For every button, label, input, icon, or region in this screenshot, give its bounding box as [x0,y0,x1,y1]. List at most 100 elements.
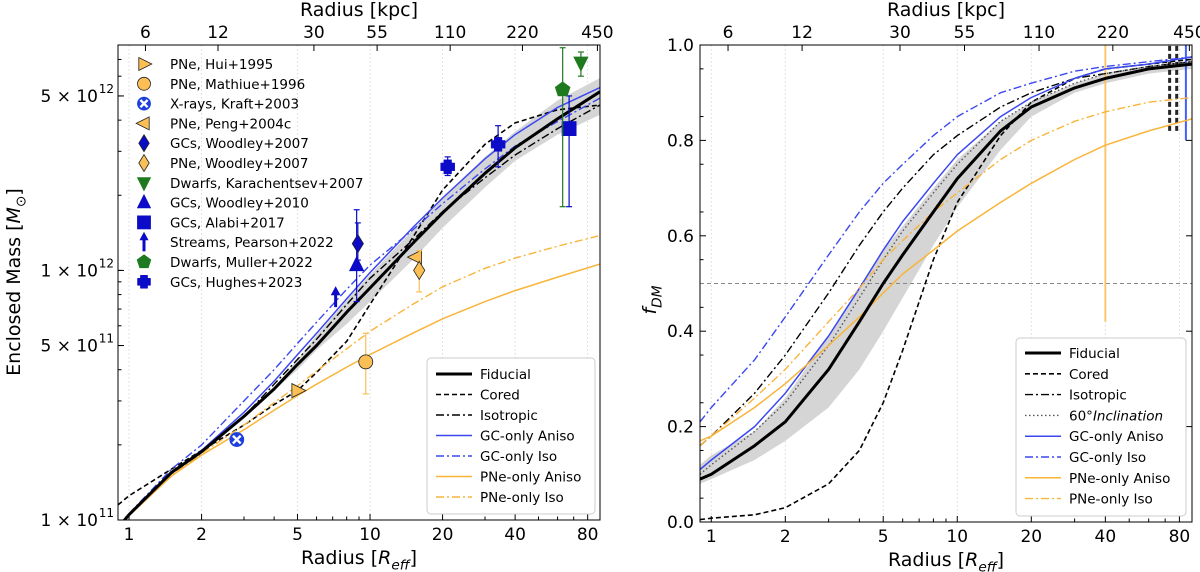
legend-marker-cross [139,99,149,109]
y-tick-label: 1 × 10 [41,511,99,531]
legend-label: PNe-only Iso [1069,492,1153,508]
legend-label: 60°Inclination [1069,408,1163,424]
top-x-tick-label: 450 [581,23,613,43]
series-line-cored [118,104,600,506]
legend-marker-shape [137,215,151,230]
top-x-tick-label: 220 [1097,23,1129,43]
top-x-tick-label: 30 [889,23,911,43]
data-point-shape [561,121,577,136]
series-line-gciso [122,97,600,520]
x-tick-label: 2 [780,527,791,547]
legend-marker-shape [137,76,151,91]
legend-marker [139,231,149,252]
legend-marker-shape [135,116,150,131]
legend-marker [136,193,152,209]
legend-marker [137,275,151,289]
legend-marker [135,116,150,131]
x-tick-label: 20 [1020,527,1042,547]
legend-marker-shape [137,275,151,289]
data-point-shape [358,354,374,370]
legend-marker [136,254,152,269]
top-x-tick-label: 110 [434,23,466,43]
legend-label: GC-only Aniso [1069,429,1164,445]
legend-marker [136,177,152,192]
legend-marker-shape [136,177,152,192]
legend-marker-shape [138,56,153,72]
y-tick-exponent: 12 [99,256,114,270]
x-axis-label: Radius [Reff] [888,549,1004,572]
data-point-cross [232,434,242,445]
legend-label: Isotropic [480,408,538,424]
legend-label: Fiducial [480,367,531,383]
y-tick-exponent: 11 [99,332,114,346]
x-tick-label: 5 [292,525,303,545]
x-tick-label: 1 [706,527,717,547]
series-line-pneiso [122,234,600,520]
legend-label: X-rays, Kraft+2003 [170,97,299,113]
legend-label: GCs, Woodley+2007 [170,136,309,152]
top-x-tick-label: 220 [506,23,538,43]
x-tick-label: 5 [878,527,889,547]
data-point-shape [554,81,571,97]
series-line-pne [123,263,600,520]
data-point [573,56,589,72]
top-x-tick-label: 6 [140,23,151,43]
top-x-tick-label: 30 [303,23,325,43]
data-point-shape [413,260,426,281]
legend-label: PNe-only Iso [480,490,564,506]
legend-label: PNe, Mathiue+1996 [170,77,305,93]
x-tick-label: 10 [946,527,968,547]
legend-marker [138,133,150,153]
x-axis-label: Radius [Reff] [301,547,417,572]
legend-label: PNe, Woodley+2007 [170,156,309,172]
top-x-tick-label: 12 [791,23,813,43]
y-tick-label: 0.8 [667,131,694,151]
legend-label: GC-only Iso [1069,450,1146,466]
marker-legend: PNe, Hui+1995 PNe, Mathiue+1996 X-rays, Kr… [135,56,363,291]
legend-label: GC-only Aniso [480,429,575,445]
data-point-shape [440,159,455,175]
series-line-fiducial [700,62,1192,481]
legend-label: PNe-only Aniso [480,470,581,486]
data-point [561,121,577,136]
legend-label: Isotropic [1069,388,1127,404]
y-tick-label: 0.0 [667,513,694,533]
data-point-shape [351,233,364,254]
data-point [554,81,571,97]
top-x-tick-label: 110 [1023,23,1055,43]
x-tick-label: 10 [359,525,381,545]
top-x-tick-label: 55 [954,23,976,43]
data-point [351,233,364,254]
line-legend: Fiducial Cored Isotropic 60°Inclination GC-o… [1015,337,1187,517]
x-tick-label: 20 [432,525,454,545]
top-x-axis-label: Radius [kpc] [887,0,1005,21]
plot-area [118,47,600,520]
data-point-head [330,286,341,296]
data-point [330,286,341,308]
y-tick-label: 0.2 [667,418,694,438]
legend-marker [137,96,151,111]
y-tick-exponent: 12 [99,82,114,96]
x-tick-label: 40 [1095,527,1117,547]
data-point [440,159,455,175]
legend-label: PNe-only Aniso [1069,471,1170,487]
legend-marker [138,153,150,173]
series-line-pne [700,118,1192,442]
legend-label: Dwarfs, Muller+2022 [170,255,313,271]
legend-label: Dwarfs, Karachentsev+2007 [170,176,363,192]
y-tick-label: 0.4 [667,322,694,342]
y-tick-exponent: 11 [99,506,114,520]
y-tick-label: 1 × 10 [41,261,99,281]
top-x-tick-label: 12 [207,23,229,43]
x-tick-label: 80 [1169,527,1191,547]
series-line-fiducial [122,90,600,520]
legend-label: PNe, Hui+1995 [170,57,273,73]
y-axis-label: Enclosed Mass [M⊙] [3,188,30,376]
data-point [490,137,506,152]
data-point [291,382,307,399]
data-point-shape [349,255,365,272]
data-point-shape [490,137,506,152]
legend-label: GCs, Alabi+2017 [170,215,285,231]
